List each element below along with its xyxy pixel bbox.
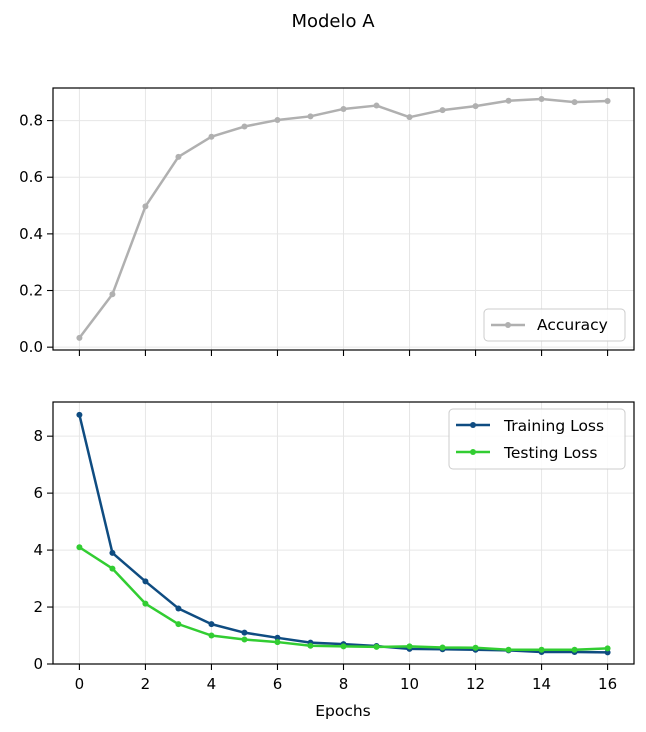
x-tick-label: 4: [207, 675, 217, 693]
data-point-accuracy: [406, 114, 413, 121]
data-point-accuracy: [307, 113, 314, 120]
data-point-accuracy: [538, 96, 545, 103]
data-point-testing-loss: [241, 636, 248, 643]
data-point-training-loss: [274, 634, 281, 641]
data-point-testing-loss: [208, 632, 215, 639]
legend-label-training-loss: Training Loss: [503, 417, 604, 435]
x-tick-label: 2: [141, 675, 151, 693]
data-point-testing-loss: [406, 643, 413, 650]
y-tick-label: 8: [33, 427, 43, 445]
data-point-training-loss: [241, 629, 248, 636]
data-point-training-loss: [175, 605, 182, 612]
data-point-accuracy: [208, 133, 215, 140]
legend-label-testing-loss: Testing Loss: [503, 444, 597, 462]
legend-marker-accuracy: [505, 322, 511, 328]
data-point-accuracy: [76, 334, 83, 341]
accuracy-series-layer: [76, 96, 611, 341]
loss-legend-box: [448, 408, 626, 470]
x-axis-label: Epochs: [315, 702, 371, 720]
data-point-training-loss: [142, 578, 149, 585]
data-point-accuracy: [109, 291, 116, 298]
loss-ticks: 0 2 4 6 8 10 12 14 16 0 2 4 6 8: [33, 427, 617, 693]
x-tick-label: 16: [598, 675, 617, 693]
accuracy-panel: 0.0 0.2 0.4 0.6 0.8 Accuracy: [19, 87, 635, 356]
data-point-testing-loss: [76, 544, 83, 551]
x-tick-label: 0: [75, 675, 85, 693]
accuracy-gridlines: [53, 88, 634, 350]
accuracy-legend-box: [483, 308, 626, 342]
data-point-accuracy: [604, 98, 611, 105]
x-tick-label: 6: [273, 675, 283, 693]
accuracy-ticks: 0.0 0.2 0.4 0.6 0.8: [19, 112, 609, 356]
data-point-testing-loss: [604, 645, 611, 652]
data-point-training-loss: [109, 549, 116, 556]
data-point-accuracy: [373, 102, 380, 109]
data-point-accuracy: [241, 123, 248, 130]
data-point-testing-loss: [373, 643, 380, 650]
loss-series-layer: [76, 411, 611, 656]
data-point-testing-loss: [340, 643, 347, 650]
x-tick-label: 12: [466, 675, 485, 693]
data-point-testing-loss: [439, 644, 446, 651]
y-tick-label: 0.2: [19, 282, 43, 300]
data-point-testing-loss: [175, 621, 182, 628]
x-tick-label: 8: [339, 675, 349, 693]
data-point-testing-loss: [505, 646, 512, 653]
data-point-training-loss: [76, 411, 83, 418]
data-point-testing-loss: [274, 639, 281, 646]
data-point-testing-loss: [538, 646, 545, 653]
data-point-accuracy: [142, 203, 149, 210]
y-tick-label: 0: [33, 655, 43, 673]
data-point-testing-loss: [109, 565, 116, 572]
data-point-accuracy: [505, 97, 512, 104]
data-point-testing-loss: [472, 644, 479, 651]
x-tick-label: 14: [532, 675, 551, 693]
x-tick-label: 10: [400, 675, 419, 693]
loss-panel: 0 2 4 6 8 10 12 14 16 0 2 4 6 8 Training Loss Testing…: [33, 401, 635, 720]
legend-marker-training-loss: [470, 422, 476, 428]
y-tick-label: 0.4: [19, 225, 43, 243]
data-point-accuracy: [175, 153, 182, 160]
y-tick-label: 2: [33, 598, 43, 616]
data-point-accuracy: [571, 99, 578, 106]
figure-title: Modelo A: [291, 11, 375, 32]
legend-label-accuracy: Accuracy: [537, 316, 608, 334]
legend-marker-testing-loss: [470, 449, 476, 455]
y-tick-label: 0.8: [19, 112, 43, 130]
data-point-testing-loss: [571, 646, 578, 653]
data-point-training-loss: [208, 621, 215, 628]
y-tick-label: 0.6: [19, 168, 43, 186]
data-point-accuracy: [439, 107, 446, 114]
y-tick-label: 6: [33, 484, 43, 502]
data-point-accuracy: [472, 103, 479, 110]
y-tick-label: 4: [33, 541, 43, 559]
data-point-testing-loss: [142, 600, 149, 607]
data-point-testing-loss: [307, 642, 314, 649]
data-point-accuracy: [274, 117, 281, 124]
y-tick-label: 0.0: [19, 338, 43, 356]
accuracy-legend: Accuracy: [483, 308, 626, 342]
data-point-accuracy: [340, 105, 347, 112]
loss-legend: Training Loss Testing Loss: [448, 408, 626, 470]
